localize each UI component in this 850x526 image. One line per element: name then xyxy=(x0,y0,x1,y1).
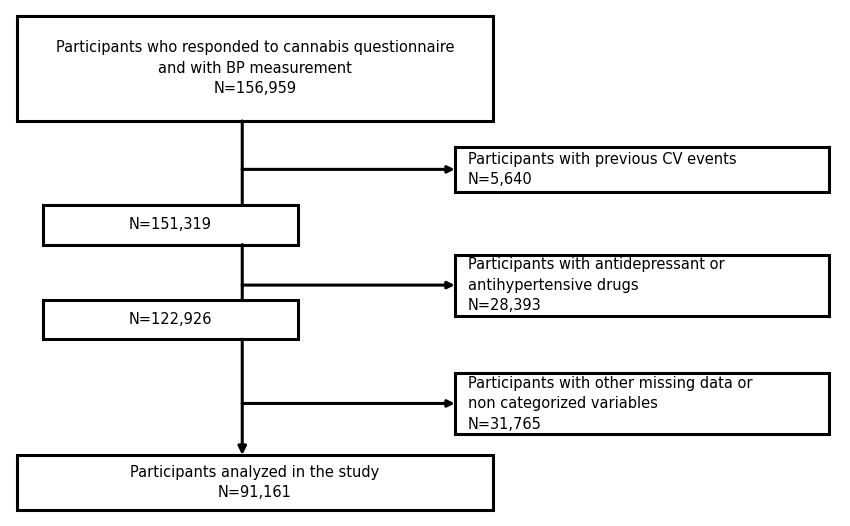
FancyBboxPatch shape xyxy=(42,300,298,339)
FancyBboxPatch shape xyxy=(455,147,829,192)
Text: Participants analyzed in the study
N=91,161: Participants analyzed in the study N=91,… xyxy=(130,465,380,500)
Text: Participants with antidepressant or
antihypertensive drugs
N=28,393: Participants with antidepressant or anti… xyxy=(468,257,724,313)
FancyBboxPatch shape xyxy=(17,16,493,121)
Text: Participants who responded to cannabis questionnaire
and with BP measurement
N=1: Participants who responded to cannabis q… xyxy=(56,41,454,96)
FancyBboxPatch shape xyxy=(455,255,829,316)
Text: Participants with other missing data or
non categorized variables
N=31,765: Participants with other missing data or … xyxy=(468,376,752,432)
FancyBboxPatch shape xyxy=(42,205,298,245)
FancyBboxPatch shape xyxy=(455,373,829,434)
Text: N=122,926: N=122,926 xyxy=(128,312,212,327)
FancyBboxPatch shape xyxy=(17,455,493,510)
Text: N=151,319: N=151,319 xyxy=(128,217,212,232)
Text: Participants with previous CV events
N=5,640: Participants with previous CV events N=5… xyxy=(468,152,736,187)
